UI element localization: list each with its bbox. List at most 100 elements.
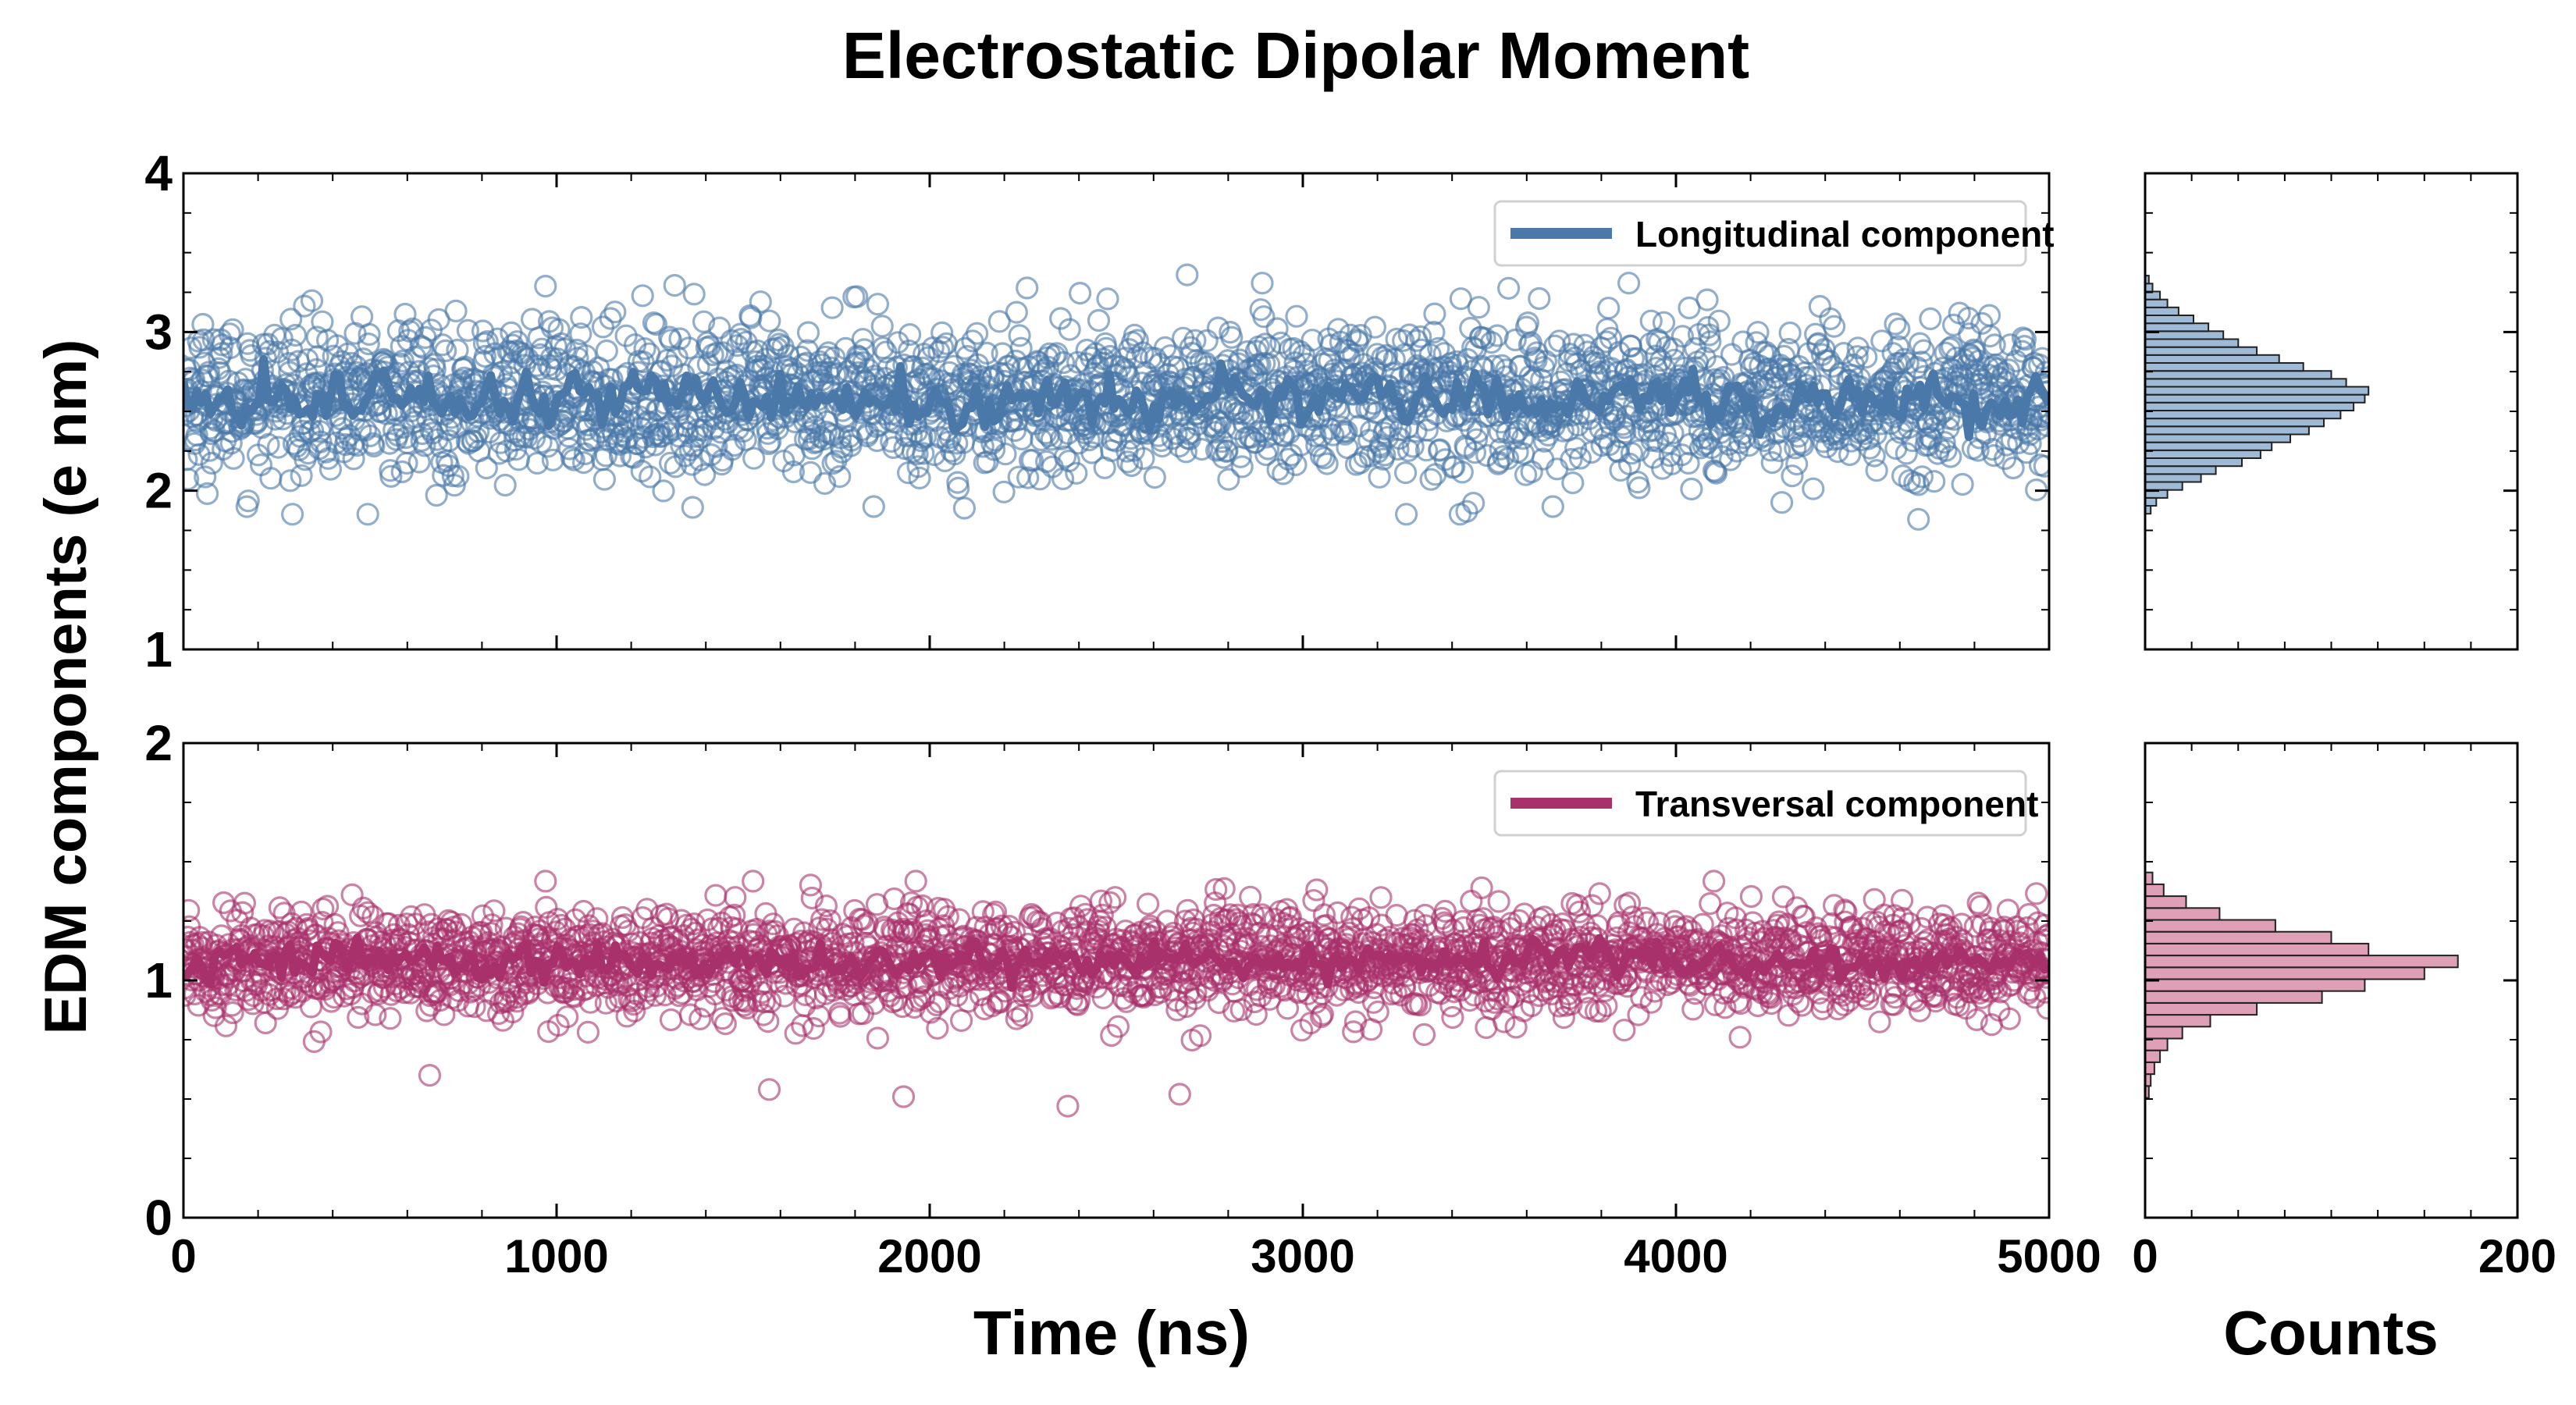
scatter-point [407,360,430,383]
scatter-point [1670,325,1694,348]
scatter-point [1817,349,1841,372]
chart-title: Electrostatic Dipolar Moment [842,19,1749,92]
hist-bar [2144,418,2325,428]
scatter-point [1195,329,1219,352]
scatter-point [1699,330,1722,354]
scatter-point [817,341,840,365]
scatter-point [841,931,865,955]
scatter-point [1541,495,1564,518]
scatter-point [592,468,617,491]
scatter-point [724,886,747,909]
scatter-point [196,482,219,506]
scatter-point [828,464,852,489]
scatter-point [1628,476,1651,500]
scatter-point [708,316,731,340]
scatter-point [1132,446,1155,471]
scatter-point [930,336,955,359]
scatter-point [233,891,256,915]
scatter-point [221,1001,244,1025]
scatter-point [576,1020,600,1044]
scatter-point [1691,912,1714,936]
scatter-point [895,974,918,998]
scatter-point [1713,996,1737,1019]
scatter-point [1325,901,1350,925]
scatter-point [564,908,587,932]
scatter-point [200,451,223,475]
scatter-point [578,991,602,1014]
scatter-point [813,471,837,496]
hist-bar [2144,338,2240,348]
scatter-point [1464,428,1489,451]
scatter-point [1158,344,1182,368]
scatter-point [742,446,766,470]
scatter-point [752,1003,775,1026]
scatter-point [480,913,503,937]
scatter-point [493,473,517,497]
scatter-point [1856,414,1880,438]
scatter-point [183,468,200,491]
scatter-point [1699,891,1722,916]
scatter-point [1366,1000,1389,1024]
hist-bar [2144,465,2217,475]
scatter-point [1467,296,1490,319]
hist-bar [2144,410,2342,420]
scatter-point [852,350,875,375]
scatter-point [639,465,662,489]
scatter-point [1704,461,1728,485]
scatter-point [1802,477,1825,500]
scatter-point [1561,471,1585,495]
scatter-point [560,446,583,469]
scatter-point [1855,346,1878,369]
scatter-point [949,1008,973,1033]
scatter-point [1777,1004,1800,1027]
scatter-point [913,985,936,1008]
scatter-point [1493,1010,1516,1033]
scatter-point [2001,456,2025,480]
scatter-point [1998,333,2022,357]
scatter-point [221,318,244,341]
scatter-point [2012,335,2036,358]
scatter-point [1096,287,1119,311]
scatter-point [681,496,704,519]
scatter-point [1392,329,1415,352]
scatter-point [1087,308,1111,333]
scatter-point [866,1026,890,1050]
series-top [183,263,2049,531]
scatter-point [1322,423,1345,446]
hist-x-axis-label: Counts [2223,1298,2439,1368]
scatter-point [1884,312,1907,336]
scatter-point [984,900,1008,923]
scatter-point [1247,921,1271,945]
scatter-point [1791,434,1814,457]
scatter-point [1252,305,1276,329]
scatter-point [463,995,486,1019]
series-bottom [183,870,2049,1118]
hist-bar [2144,362,2304,372]
scatter-point [1098,891,1122,914]
scatter-point [936,905,959,929]
scatter-point [347,1005,370,1030]
scatter-point [1117,365,1140,389]
scatter-point [723,903,746,927]
scatter-point [1520,460,1543,484]
scatter-point [1441,1005,1464,1030]
scatter-point [1449,287,1473,311]
scatter-point [1901,429,1924,453]
scatter-point [1888,317,1911,340]
hist-bar [2144,473,2202,483]
scatter-point [1212,877,1236,901]
scatter-point [257,432,280,457]
scatter-point [393,302,417,326]
scatter-point [197,361,221,384]
scatter-point [1393,461,1418,485]
scatter-point [1759,991,1783,1016]
scatter-point [1693,347,1717,370]
scatter-point [1621,905,1644,929]
scatter-point [1089,889,1113,912]
scatter-point [1464,972,1489,995]
scatter-point [1276,447,1300,471]
scatter-point [356,901,379,924]
scatter-point [259,467,283,490]
hist-bar [2144,370,2332,380]
scatter-point [1176,263,1199,286]
